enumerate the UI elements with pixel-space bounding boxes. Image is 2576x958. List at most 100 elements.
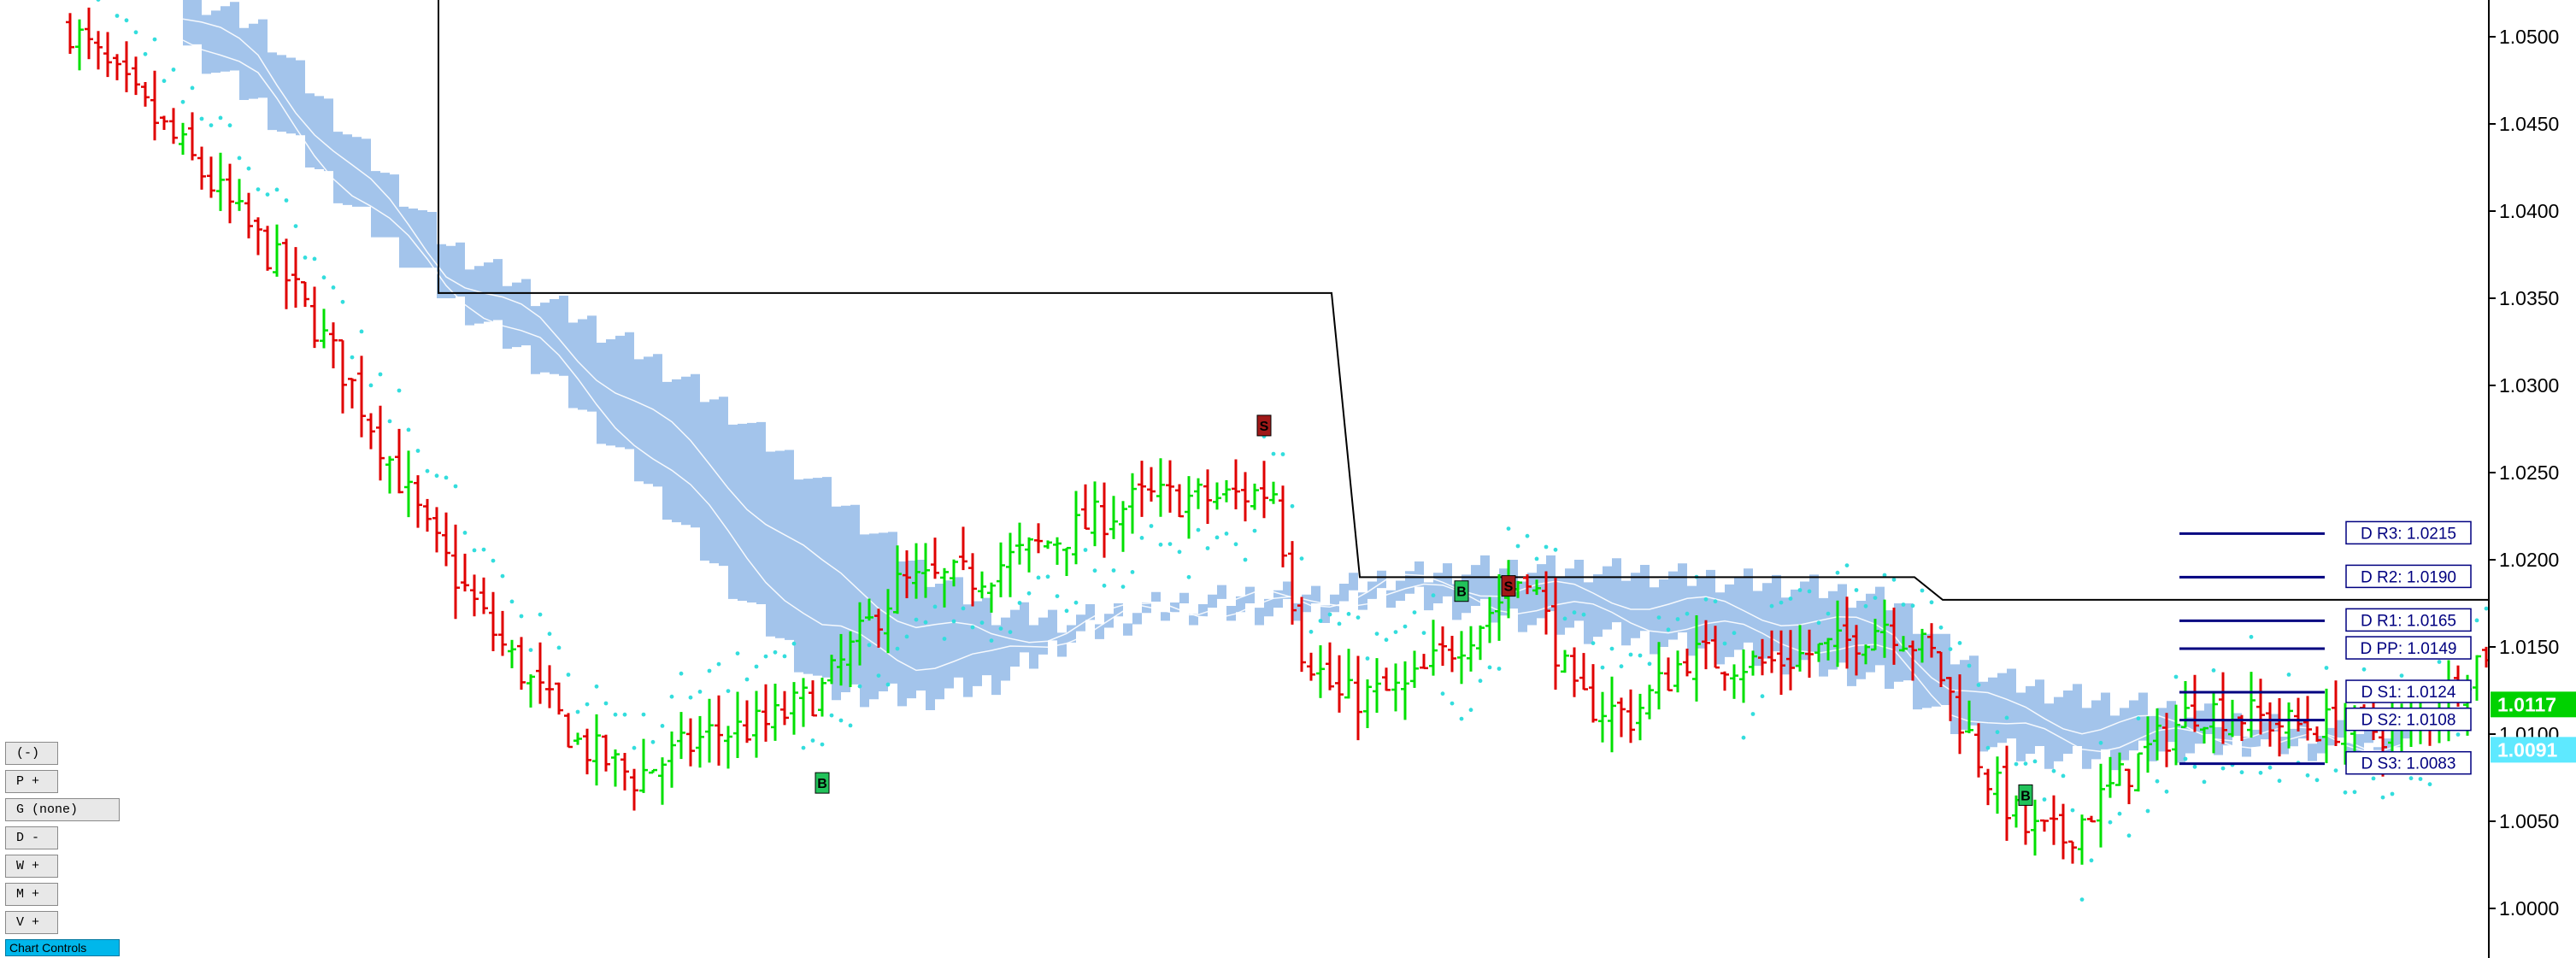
psar-dot	[481, 547, 486, 552]
psar-dot	[1628, 652, 1633, 657]
psar-dot	[1205, 546, 1210, 550]
psar-dot	[1722, 641, 1727, 646]
psar-dot	[303, 256, 308, 260]
psar-dot	[885, 682, 891, 687]
psar-dot	[1149, 524, 1154, 528]
psar-dot	[782, 654, 787, 659]
psar-dot	[1280, 452, 1285, 456]
psar-dot	[904, 634, 909, 639]
psar-dot	[227, 123, 232, 128]
psar-dot	[829, 713, 834, 718]
psar-dot	[1553, 547, 1558, 552]
psar-dot	[1271, 451, 1276, 456]
psar-dot	[1214, 535, 1220, 540]
cloud-span-line	[182, 18, 2403, 752]
collapse-button[interactable]: (-)	[5, 742, 58, 765]
psar-dot	[1450, 701, 1455, 706]
psar-dot	[622, 712, 627, 717]
current-price-label: 1.0117	[2497, 693, 2556, 715]
v-button[interactable]: V +	[5, 911, 58, 934]
w-button[interactable]: W +	[5, 855, 58, 878]
psar-dot	[773, 649, 778, 655]
psar-dot	[1703, 597, 1709, 602]
psar-dot	[1910, 603, 1915, 608]
buy-signal-marker	[815, 772, 830, 794]
trailing-stop-line	[438, 0, 2576, 601]
psar-dot	[1854, 588, 1859, 592]
chart-controls-panel: (-) P + G (none) D - W + M + V + Chart C…	[5, 742, 120, 956]
psar-dot	[1544, 544, 1549, 550]
sell-signal-label: S	[1504, 580, 1514, 595]
psar-dot	[96, 0, 101, 2]
buy-signal-label: B	[2020, 789, 2031, 803]
psar-dot	[942, 637, 947, 641]
psar-dot	[632, 745, 637, 750]
psar-dot	[472, 548, 477, 553]
p-button[interactable]: P +	[5, 770, 58, 793]
price-axis: 1.0500 1.0450 1.0400 1.0350 1.0300 1.0250 1.02…	[2488, 0, 2576, 958]
psar-dot	[2098, 740, 2103, 745]
m-button[interactable]: M +	[5, 883, 58, 906]
g-button[interactable]: G (none)	[5, 798, 120, 821]
psar-dot	[585, 702, 590, 707]
psar-dot	[1243, 557, 1248, 562]
psar-dot	[2418, 777, 2423, 781]
psar-dot	[735, 651, 740, 655]
psar-dot	[246, 166, 251, 171]
psar-dot	[1374, 632, 1379, 636]
psar-dot	[1309, 629, 1314, 634]
psar-dot	[1055, 594, 1060, 598]
psar-dot	[462, 531, 468, 535]
psar-dot	[1102, 583, 1107, 588]
psar-dot	[1045, 574, 1050, 579]
psar-dot	[1497, 667, 1502, 671]
psar-dot	[1985, 745, 1991, 750]
psar-dot	[1619, 664, 1624, 669]
psar-dot	[1581, 612, 1586, 617]
psar-dot	[1186, 574, 1191, 579]
psar-dot	[970, 625, 975, 630]
psar-dot	[716, 661, 721, 667]
psar-dot	[1111, 568, 1116, 573]
psar-dot	[1647, 661, 1652, 667]
psar-dot	[2042, 797, 2047, 802]
psar-dot	[284, 198, 289, 203]
psar-dot	[1713, 599, 1718, 604]
psar-dot	[331, 285, 336, 290]
psar-dot	[895, 646, 900, 651]
psar-dot	[820, 742, 825, 747]
psar-dot	[509, 599, 515, 604]
psar-dot	[1525, 533, 1530, 538]
chart-controls-button[interactable]: Chart Controls	[5, 939, 120, 956]
psar-dot	[1835, 570, 1840, 575]
signal-markers: B S B S B	[815, 414, 2033, 806]
ichimoku-lines	[182, 18, 2403, 757]
d-button[interactable]: D -	[5, 826, 58, 849]
psar-dot	[1384, 638, 1389, 643]
pivot-label: D R3: 1.0215	[2361, 525, 2456, 543]
psar-dot	[2004, 715, 2009, 720]
axis-tick-label: 1.0000	[2499, 897, 2559, 920]
psar-dot	[359, 329, 364, 334]
psar-dot	[2390, 791, 2395, 796]
psar-dot	[556, 645, 562, 650]
psar-dot	[1741, 735, 1746, 740]
psar-dot	[2437, 660, 2442, 664]
psar-dot	[2286, 673, 2291, 677]
psar-dot	[1393, 630, 1398, 634]
psar-dot	[1882, 573, 1887, 578]
psar-dot	[2343, 790, 2348, 795]
psar-dot	[1769, 603, 1774, 608]
psar-dot	[791, 641, 797, 646]
psar-dot	[650, 739, 656, 744]
psar-dot	[312, 256, 317, 262]
psar-dot	[1807, 589, 1812, 594]
psar-dot	[2173, 674, 2179, 679]
psar-dot	[1920, 588, 1925, 593]
psar-dot	[2155, 779, 2160, 784]
psar-dot	[1515, 544, 1520, 549]
psar-dot	[1901, 602, 1906, 607]
psar-dot	[1158, 542, 1163, 547]
axis-tick-label: 1.0250	[2499, 461, 2559, 484]
